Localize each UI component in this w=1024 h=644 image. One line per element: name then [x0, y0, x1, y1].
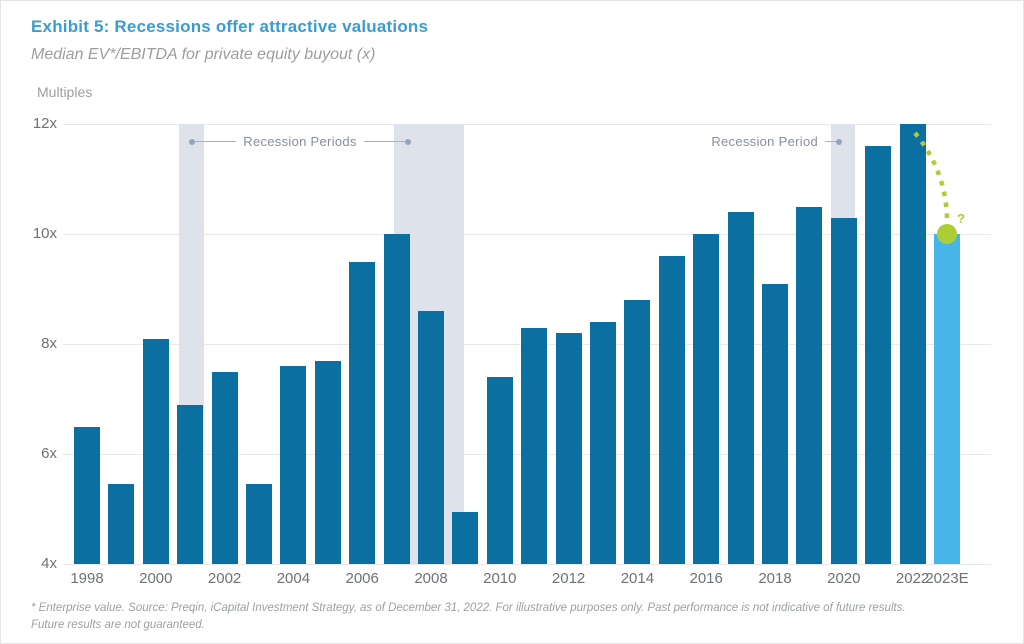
bar-2011: [521, 327, 548, 564]
recession-period-callout: Recession Period: [704, 134, 842, 149]
bar-2016: [693, 234, 720, 564]
footnote: * Enterprise value. Source: Preqin, iCap…: [31, 600, 1006, 633]
bar-2005: [314, 360, 341, 564]
x-tick-2006: 2006: [345, 570, 379, 587]
x-tick-2008: 2008: [414, 570, 448, 587]
bar-2004: [280, 366, 307, 564]
x-tick-2022: 2022: [895, 570, 930, 587]
bar-2006: [349, 261, 376, 564]
bar-2015: [658, 256, 685, 564]
bar-2007: [383, 234, 410, 564]
x-tick-2018: 2018: [758, 570, 792, 587]
callout-dot-icon: [189, 138, 195, 145]
bar-2010: [486, 377, 513, 564]
x-tick-2004: 2004: [276, 570, 311, 587]
x-tick-2016: 2016: [689, 570, 723, 587]
bar-1999: [108, 484, 135, 564]
gridline-4x: [63, 564, 991, 565]
bar-2002: [211, 371, 238, 564]
bar-2008: [418, 311, 444, 564]
bar-2018: [762, 283, 788, 564]
x-tick-2010: 2010: [483, 570, 517, 587]
bar-2012: [555, 333, 582, 564]
bar-2019: [796, 206, 823, 564]
bar-2022: [899, 124, 926, 564]
exhibit-subtitle: Median EV*/EBITDA for private equity buy…: [31, 46, 376, 63]
bar-2020: [830, 217, 857, 564]
y-tick-6x: 6x: [41, 445, 57, 462]
y-tick-8x: 8x: [41, 335, 57, 352]
bar-2013: [590, 322, 616, 564]
bar-2017: [727, 212, 754, 564]
recession-period-label: Recession Period: [711, 134, 818, 149]
callout-line: [195, 141, 237, 142]
bar-2001: [177, 404, 204, 564]
callout-dot-icon: [836, 138, 842, 145]
x-tick-2012: 2012: [551, 570, 586, 587]
x-tick-2020: 2020: [827, 570, 861, 587]
bar-2003: [246, 484, 272, 564]
x-tick-2000: 2000: [139, 570, 173, 587]
callout-line: [363, 141, 405, 142]
gridline-12x: [63, 124, 991, 125]
bar-1998: [74, 426, 100, 564]
footnote-line-1: * Enterprise value. Source: Preqin, iCap…: [31, 602, 906, 614]
gridline-10x: [63, 234, 991, 235]
y-tick-10x: 10x: [32, 225, 57, 242]
bar-2014: [624, 300, 651, 564]
recession-periods-callout: Recession Periods: [189, 134, 411, 149]
x-tick-2023E: 2023E: [925, 570, 969, 587]
bar-2021: [865, 146, 892, 564]
y-tick-12x: 12x: [32, 115, 57, 132]
x-tick-1998: 1998: [70, 570, 104, 587]
recession-periods-label: Recession Periods: [243, 134, 357, 149]
bar-2023E: [934, 234, 960, 564]
bar-chart: 12x 10x 8x 6x 4x 1998 2000 2002 2004 2006 2008 201…: [33, 116, 991, 587]
y-tick-4x: 4x: [41, 555, 57, 572]
bar-2000: [142, 338, 169, 564]
callout-dot-icon: [405, 138, 411, 145]
footnote-line-2: Future results are not guaranteed.: [31, 618, 205, 631]
exhibit-title: Exhibit 5: Recessions offer attractive v…: [31, 17, 429, 36]
x-tick-2014: 2014: [620, 570, 655, 587]
x-tick-2002: 2002: [207, 570, 242, 587]
y-axis-title: Multiples: [37, 84, 93, 100]
bar-2009: [452, 511, 479, 564]
question-mark-label: ?: [957, 211, 965, 226]
callout-line: [825, 141, 836, 142]
